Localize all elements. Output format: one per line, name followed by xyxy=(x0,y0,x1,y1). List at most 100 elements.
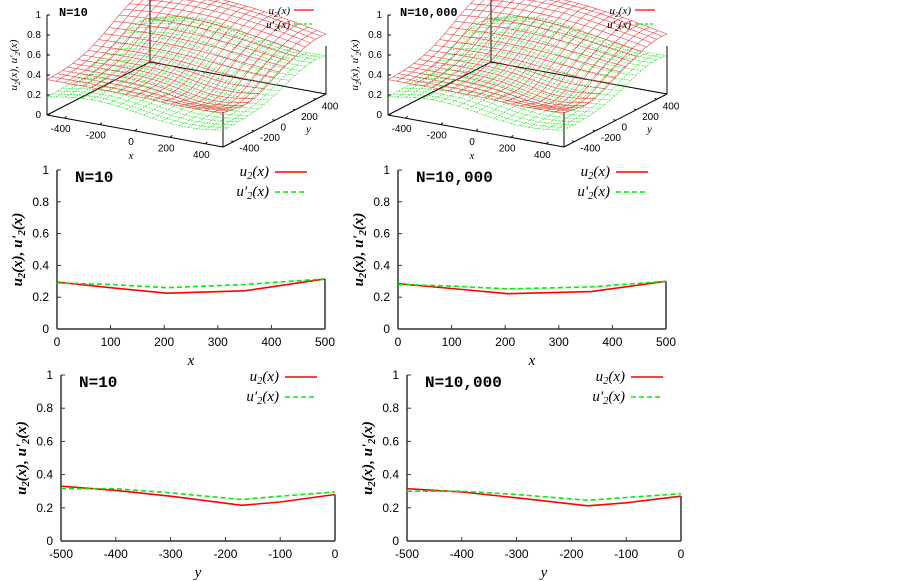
mesh-line xyxy=(103,33,280,73)
mesh-line xyxy=(108,48,285,86)
mesh-line xyxy=(465,8,642,52)
y-axis-label: u2(x), u'2(x) xyxy=(10,213,28,287)
mesh-line xyxy=(178,17,283,107)
legend-label: u2(x) xyxy=(250,369,279,387)
y-tick-label: 1 xyxy=(392,368,399,382)
mesh-line xyxy=(145,0,311,44)
mesh-line xyxy=(555,30,659,112)
x-tick-label: -500 xyxy=(395,547,419,561)
y-tick-label: 200 xyxy=(642,112,659,123)
mesh-line xyxy=(178,45,283,126)
y-axis-label: y xyxy=(305,124,311,136)
x-axis-label: x xyxy=(128,150,134,162)
x-tick-mark xyxy=(169,135,173,138)
mesh-line xyxy=(484,32,588,116)
mesh-line xyxy=(205,26,309,111)
mesh-line xyxy=(55,17,159,98)
y-tick-mark xyxy=(613,119,616,121)
surface-u2 xyxy=(46,0,327,114)
x-tick-mark xyxy=(134,128,138,132)
y-tick-label: 0.6 xyxy=(373,227,390,241)
panel-title: N=10 xyxy=(75,169,113,187)
x-tick-label: 500 xyxy=(315,335,335,349)
mesh-line xyxy=(129,3,306,48)
mesh-line xyxy=(484,5,588,99)
mesh-line xyxy=(52,93,229,128)
legend-label: u'2(x) xyxy=(246,389,279,407)
x-tick-label: -400 xyxy=(51,124,71,135)
y-tick-label: 0.4 xyxy=(373,258,390,272)
x-tick-label: 0 xyxy=(469,137,475,148)
3d-surface-surface-n10000: 00.20.40.60.81-400-2000200400-400-200020… xyxy=(349,0,680,162)
x-tick-mark xyxy=(405,115,408,119)
mesh-line xyxy=(62,87,239,123)
legend-label: u'2(x) xyxy=(266,19,290,33)
y-tick-label: 0 xyxy=(622,123,628,134)
back-base-edge xyxy=(490,61,668,95)
z-tick-label: 0 xyxy=(35,110,41,121)
mesh-line xyxy=(222,0,327,35)
mesh-line xyxy=(460,36,637,76)
z-tick-label: 0 xyxy=(376,110,382,121)
mesh-line xyxy=(67,84,244,119)
mesh-line xyxy=(398,90,575,125)
mesh-line xyxy=(88,69,265,105)
x-tick-label: 200 xyxy=(499,143,516,154)
x-tick-label: 400 xyxy=(534,150,551,161)
legend-label: u2(x) xyxy=(268,5,290,19)
mesh-line xyxy=(475,29,580,113)
mesh-line xyxy=(108,27,285,67)
back-base-edge xyxy=(149,61,327,95)
x-tick-label: -400 xyxy=(392,124,412,135)
mesh-line xyxy=(528,20,632,108)
z-tick-label: 1 xyxy=(376,10,382,21)
legend-label: u'2(x) xyxy=(577,184,610,202)
left-base-edge xyxy=(387,61,492,116)
line-chart-yslice-n10: 0 0.2 0.4 0.6 0.8 1 -500 -400 -300 -200 -100 0 N=10 u… xyxy=(14,368,339,581)
y-tick-label: 0 xyxy=(42,322,49,336)
x-tick-label: 200 xyxy=(158,143,175,154)
mesh-line xyxy=(460,14,637,57)
z-tick-label: 0.4 xyxy=(27,70,41,81)
mesh-line xyxy=(434,64,611,101)
mesh-line xyxy=(444,33,621,73)
mesh-line xyxy=(458,23,562,107)
mesh-line xyxy=(490,16,668,56)
mesh-line xyxy=(222,55,327,131)
y-tick-label: 400 xyxy=(322,101,339,112)
x-tick-label: -400 xyxy=(450,547,474,561)
y-tick-label: 0.8 xyxy=(32,195,49,209)
x-tick-mark xyxy=(475,128,479,132)
y-tick-label: 0.2 xyxy=(373,290,390,304)
mesh-line xyxy=(46,96,224,131)
y-tick-label: 400 xyxy=(663,101,680,112)
mesh-line xyxy=(98,39,275,78)
x-tick-label: 0 xyxy=(678,547,685,561)
x-tick-label: 100 xyxy=(442,335,462,349)
y-axis-label: u2(x), u'2(x) xyxy=(8,39,22,90)
mesh-line xyxy=(124,8,301,52)
mesh-line xyxy=(117,23,221,107)
x-axis-label: y xyxy=(193,565,202,581)
3d-surface-surface-n10: 00.20.40.60.81-400-2000200400-400-200020… xyxy=(8,0,339,162)
x-tick-mark xyxy=(440,122,444,125)
legend-label: u'2(x) xyxy=(236,184,269,202)
mesh-line xyxy=(152,8,256,101)
panel-title: N=10 xyxy=(79,374,117,392)
legend-label: u'2(x) xyxy=(607,19,631,33)
mesh-line xyxy=(113,21,290,62)
y-tick-mark xyxy=(592,129,596,132)
x-tick-label: -300 xyxy=(159,547,183,561)
mesh-line xyxy=(502,39,606,122)
mesh-line xyxy=(511,14,615,105)
panel-title: N=10,000 xyxy=(400,6,458,20)
x-tick-label: 400 xyxy=(193,150,210,161)
legend-label: u2(x) xyxy=(240,164,269,182)
y-tick-label: -200 xyxy=(260,133,280,144)
mesh-line xyxy=(519,45,624,126)
mesh-line xyxy=(77,77,254,113)
y-axis-label: u2(x), u'2(x) xyxy=(360,421,378,495)
mesh-line xyxy=(143,32,247,116)
mesh-line xyxy=(440,18,544,102)
